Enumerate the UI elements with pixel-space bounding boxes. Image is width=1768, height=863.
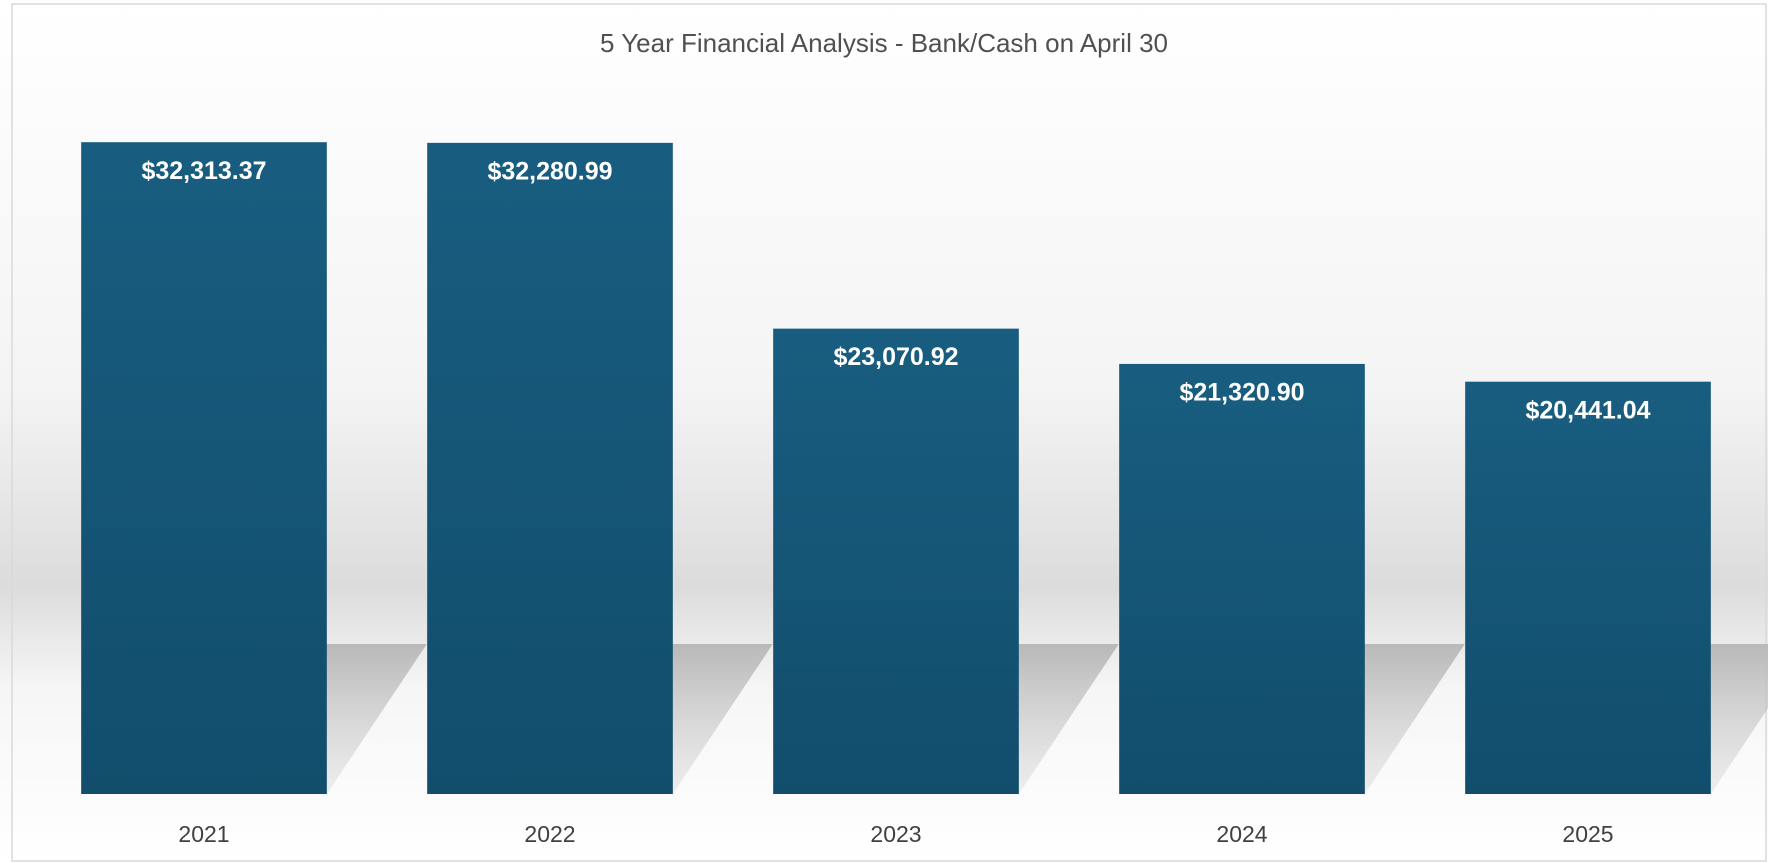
x-tick-label: 2022 xyxy=(524,821,575,847)
data-label: $32,280.99 xyxy=(487,157,612,185)
data-label: $21,320.90 xyxy=(1179,379,1304,407)
data-label: $23,070.92 xyxy=(833,343,958,371)
bar xyxy=(1465,381,1711,794)
bar xyxy=(427,142,673,794)
data-label: $32,313.37 xyxy=(141,157,266,185)
chart-title: 5 Year Financial Analysis - Bank/Cash on… xyxy=(600,28,1168,58)
data-label: $20,441.04 xyxy=(1525,396,1650,424)
bar xyxy=(1119,363,1365,794)
bar xyxy=(773,328,1019,794)
x-tick-label: 2025 xyxy=(1562,821,1613,847)
chart-border xyxy=(11,3,1767,862)
x-tick-label: 2023 xyxy=(870,821,921,847)
x-tick-label: 2021 xyxy=(178,821,229,847)
bar xyxy=(81,142,327,794)
x-tick-label: 2024 xyxy=(1216,821,1267,847)
